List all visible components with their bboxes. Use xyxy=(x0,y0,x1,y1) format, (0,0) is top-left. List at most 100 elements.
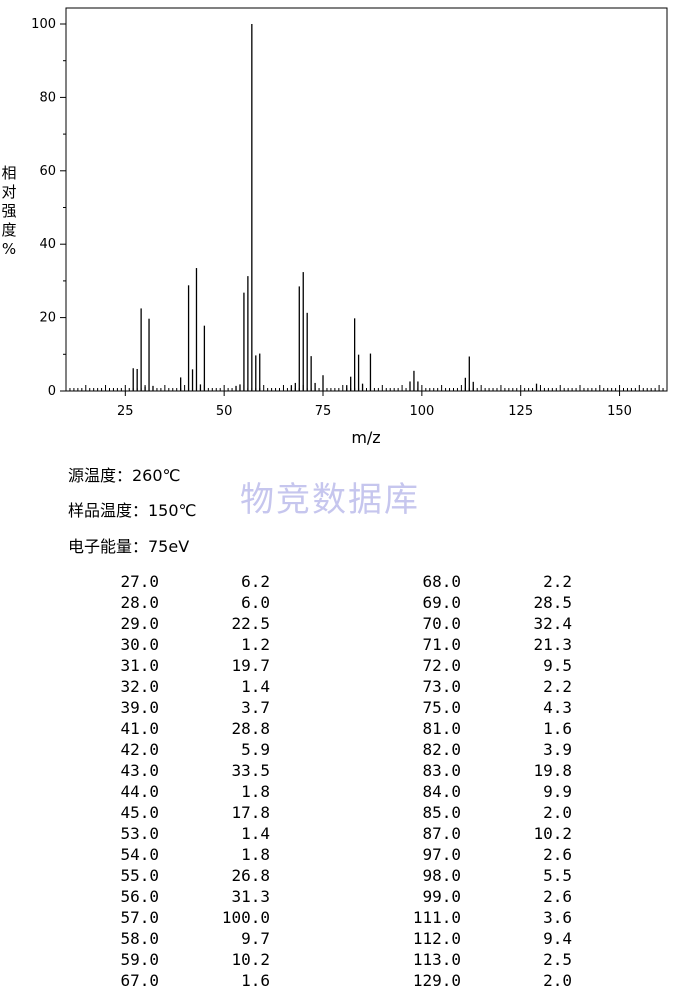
electron-energy: 电子能量：75eV xyxy=(68,537,190,556)
intensity-cell: 1.8 xyxy=(241,845,270,864)
intensity-cell: 6.0 xyxy=(241,593,270,612)
x-tick-label: 75 xyxy=(315,404,332,419)
mz-cell: 82.0 xyxy=(422,740,461,759)
mz-cell: 84.0 xyxy=(422,782,461,801)
intensity-cell: 10.2 xyxy=(533,824,572,843)
mz-cell: 54.0 xyxy=(120,845,159,864)
intensity-cell: 2.2 xyxy=(543,677,572,696)
intensity-cell: 22.5 xyxy=(231,614,270,633)
mz-cell: 70.0 xyxy=(422,614,461,633)
x-tick-label: 100 xyxy=(409,404,434,419)
intensity-cell: 9.4 xyxy=(543,929,572,948)
watermark: 物竞数据库 xyxy=(240,480,420,520)
x-tick-label: 125 xyxy=(508,404,533,419)
mz-cell: 99.0 xyxy=(422,887,461,906)
table-row: 59.0 10.2 113.0 2.5 xyxy=(0,950,680,971)
mz-cell: 75.0 xyxy=(422,698,461,717)
mz-cell: 56.0 xyxy=(120,887,159,906)
intensity-cell: 2.2 xyxy=(543,572,572,591)
intensity-cell: 1.4 xyxy=(241,824,270,843)
mz-cell: 111.0 xyxy=(412,908,461,927)
intensity-cell: 31.3 xyxy=(231,887,270,906)
mz-cell: 30.0 xyxy=(120,635,159,654)
mz-cell: 112.0 xyxy=(412,929,461,948)
table-row: 53.0 1.4 87.0 10.2 xyxy=(0,824,680,845)
y-label-char: 对 xyxy=(1,183,16,201)
intensity-cell: 2.6 xyxy=(543,887,572,906)
x-tick-label: 150 xyxy=(607,404,632,419)
mz-cell: 71.0 xyxy=(422,635,461,654)
y-label-char: % xyxy=(2,240,16,258)
intensity-cell: 21.3 xyxy=(533,635,572,654)
table-row: 39.0 3.7 75.0 4.3 xyxy=(0,698,680,719)
table-row: 67.0 1.6 129.0 2.0 xyxy=(0,971,680,992)
intensity-cell: 9.9 xyxy=(543,782,572,801)
table-row: 32.0 1.4 73.0 2.2 xyxy=(0,677,680,698)
table-row: 28.0 6.0 69.0 28.5 xyxy=(0,593,680,614)
y-axis-ticks: 0 20 40 60 80 100 xyxy=(31,17,66,399)
source-temperature: 源温度：260℃ xyxy=(68,466,181,485)
table-row: 31.0 19.7 72.0 9.5 xyxy=(0,656,680,677)
mz-cell: 81.0 xyxy=(422,719,461,738)
intensity-cell: 2.0 xyxy=(543,803,572,822)
mz-cell: 67.0 xyxy=(120,971,159,990)
y-tick-label: 100 xyxy=(31,17,56,32)
intensity-cell: 10.2 xyxy=(231,950,270,969)
mz-cell: 72.0 xyxy=(422,656,461,675)
mz-cell: 27.0 xyxy=(120,572,159,591)
intensity-cell: 1.8 xyxy=(241,782,270,801)
minor-ticks xyxy=(65,385,668,391)
mz-cell: 43.0 xyxy=(120,761,159,780)
intensity-cell: 3.6 xyxy=(543,908,572,927)
x-tick-label: 25 xyxy=(117,404,134,419)
intensity-cell: 5.5 xyxy=(543,866,572,885)
table-row: 27.0 6.2 68.0 2.2 xyxy=(0,572,680,593)
intensity-cell: 9.5 xyxy=(543,656,572,675)
mz-cell: 113.0 xyxy=(412,950,461,969)
intensity-cell: 28.8 xyxy=(231,719,270,738)
mz-cell: 53.0 xyxy=(120,824,159,843)
y-label-char: 相 xyxy=(1,164,16,182)
x-axis-ticks: 25 50 75 100 125 150 xyxy=(117,391,632,419)
y-tick-label: 60 xyxy=(39,164,56,179)
mz-cell: 97.0 xyxy=(422,845,461,864)
mz-cell: 41.0 xyxy=(120,719,159,738)
intensity-cell: 6.2 xyxy=(241,572,270,591)
intensity-cell: 2.6 xyxy=(543,845,572,864)
peak-table: 27.0 6.2 68.0 2.2 28.0 6.0 69.0 28.5 29.0 22.5 70.… xyxy=(0,572,680,992)
table-row: 30.0 1.2 71.0 21.3 xyxy=(0,635,680,656)
mz-cell: 44.0 xyxy=(120,782,159,801)
intensity-cell: 19.8 xyxy=(533,761,572,780)
mz-cell: 58.0 xyxy=(120,929,159,948)
mz-cell: 45.0 xyxy=(120,803,159,822)
mz-cell: 85.0 xyxy=(422,803,461,822)
mz-cell: 87.0 xyxy=(422,824,461,843)
table-row: 58.0 9.7 112.0 9.4 xyxy=(0,929,680,950)
intensity-cell: 9.7 xyxy=(241,929,270,948)
table-row: 29.0 22.5 70.0 32.4 xyxy=(0,614,680,635)
peak-bars xyxy=(132,24,538,391)
mz-cell: 69.0 xyxy=(422,593,461,612)
mz-cell: 32.0 xyxy=(120,677,159,696)
y-tick-label: 0 xyxy=(48,384,56,399)
intensity-cell: 32.4 xyxy=(533,614,572,633)
y-label-char: 强 xyxy=(1,202,16,220)
y-tick-label: 80 xyxy=(39,90,56,105)
y-label-char: 度 xyxy=(1,221,16,239)
intensity-cell: 33.5 xyxy=(231,761,270,780)
mz-cell: 68.0 xyxy=(422,572,461,591)
intensity-cell: 100.0 xyxy=(221,908,270,927)
intensity-cell: 2.5 xyxy=(543,950,572,969)
intensity-cell: 3.7 xyxy=(241,698,270,717)
x-tick-label: 50 xyxy=(216,404,233,419)
mz-cell: 59.0 xyxy=(120,950,159,969)
mz-cell: 29.0 xyxy=(120,614,159,633)
intensity-cell: 1.6 xyxy=(241,971,270,990)
table-row: 42.0 5.9 82.0 3.9 xyxy=(0,740,680,761)
table-row: 41.0 28.8 81.0 1.6 xyxy=(0,719,680,740)
sample-temperature: 样品温度：150℃ xyxy=(68,501,197,520)
table-row: 43.0 33.5 83.0 19.8 xyxy=(0,761,680,782)
table-row: 55.0 26.8 98.0 5.5 xyxy=(0,866,680,887)
